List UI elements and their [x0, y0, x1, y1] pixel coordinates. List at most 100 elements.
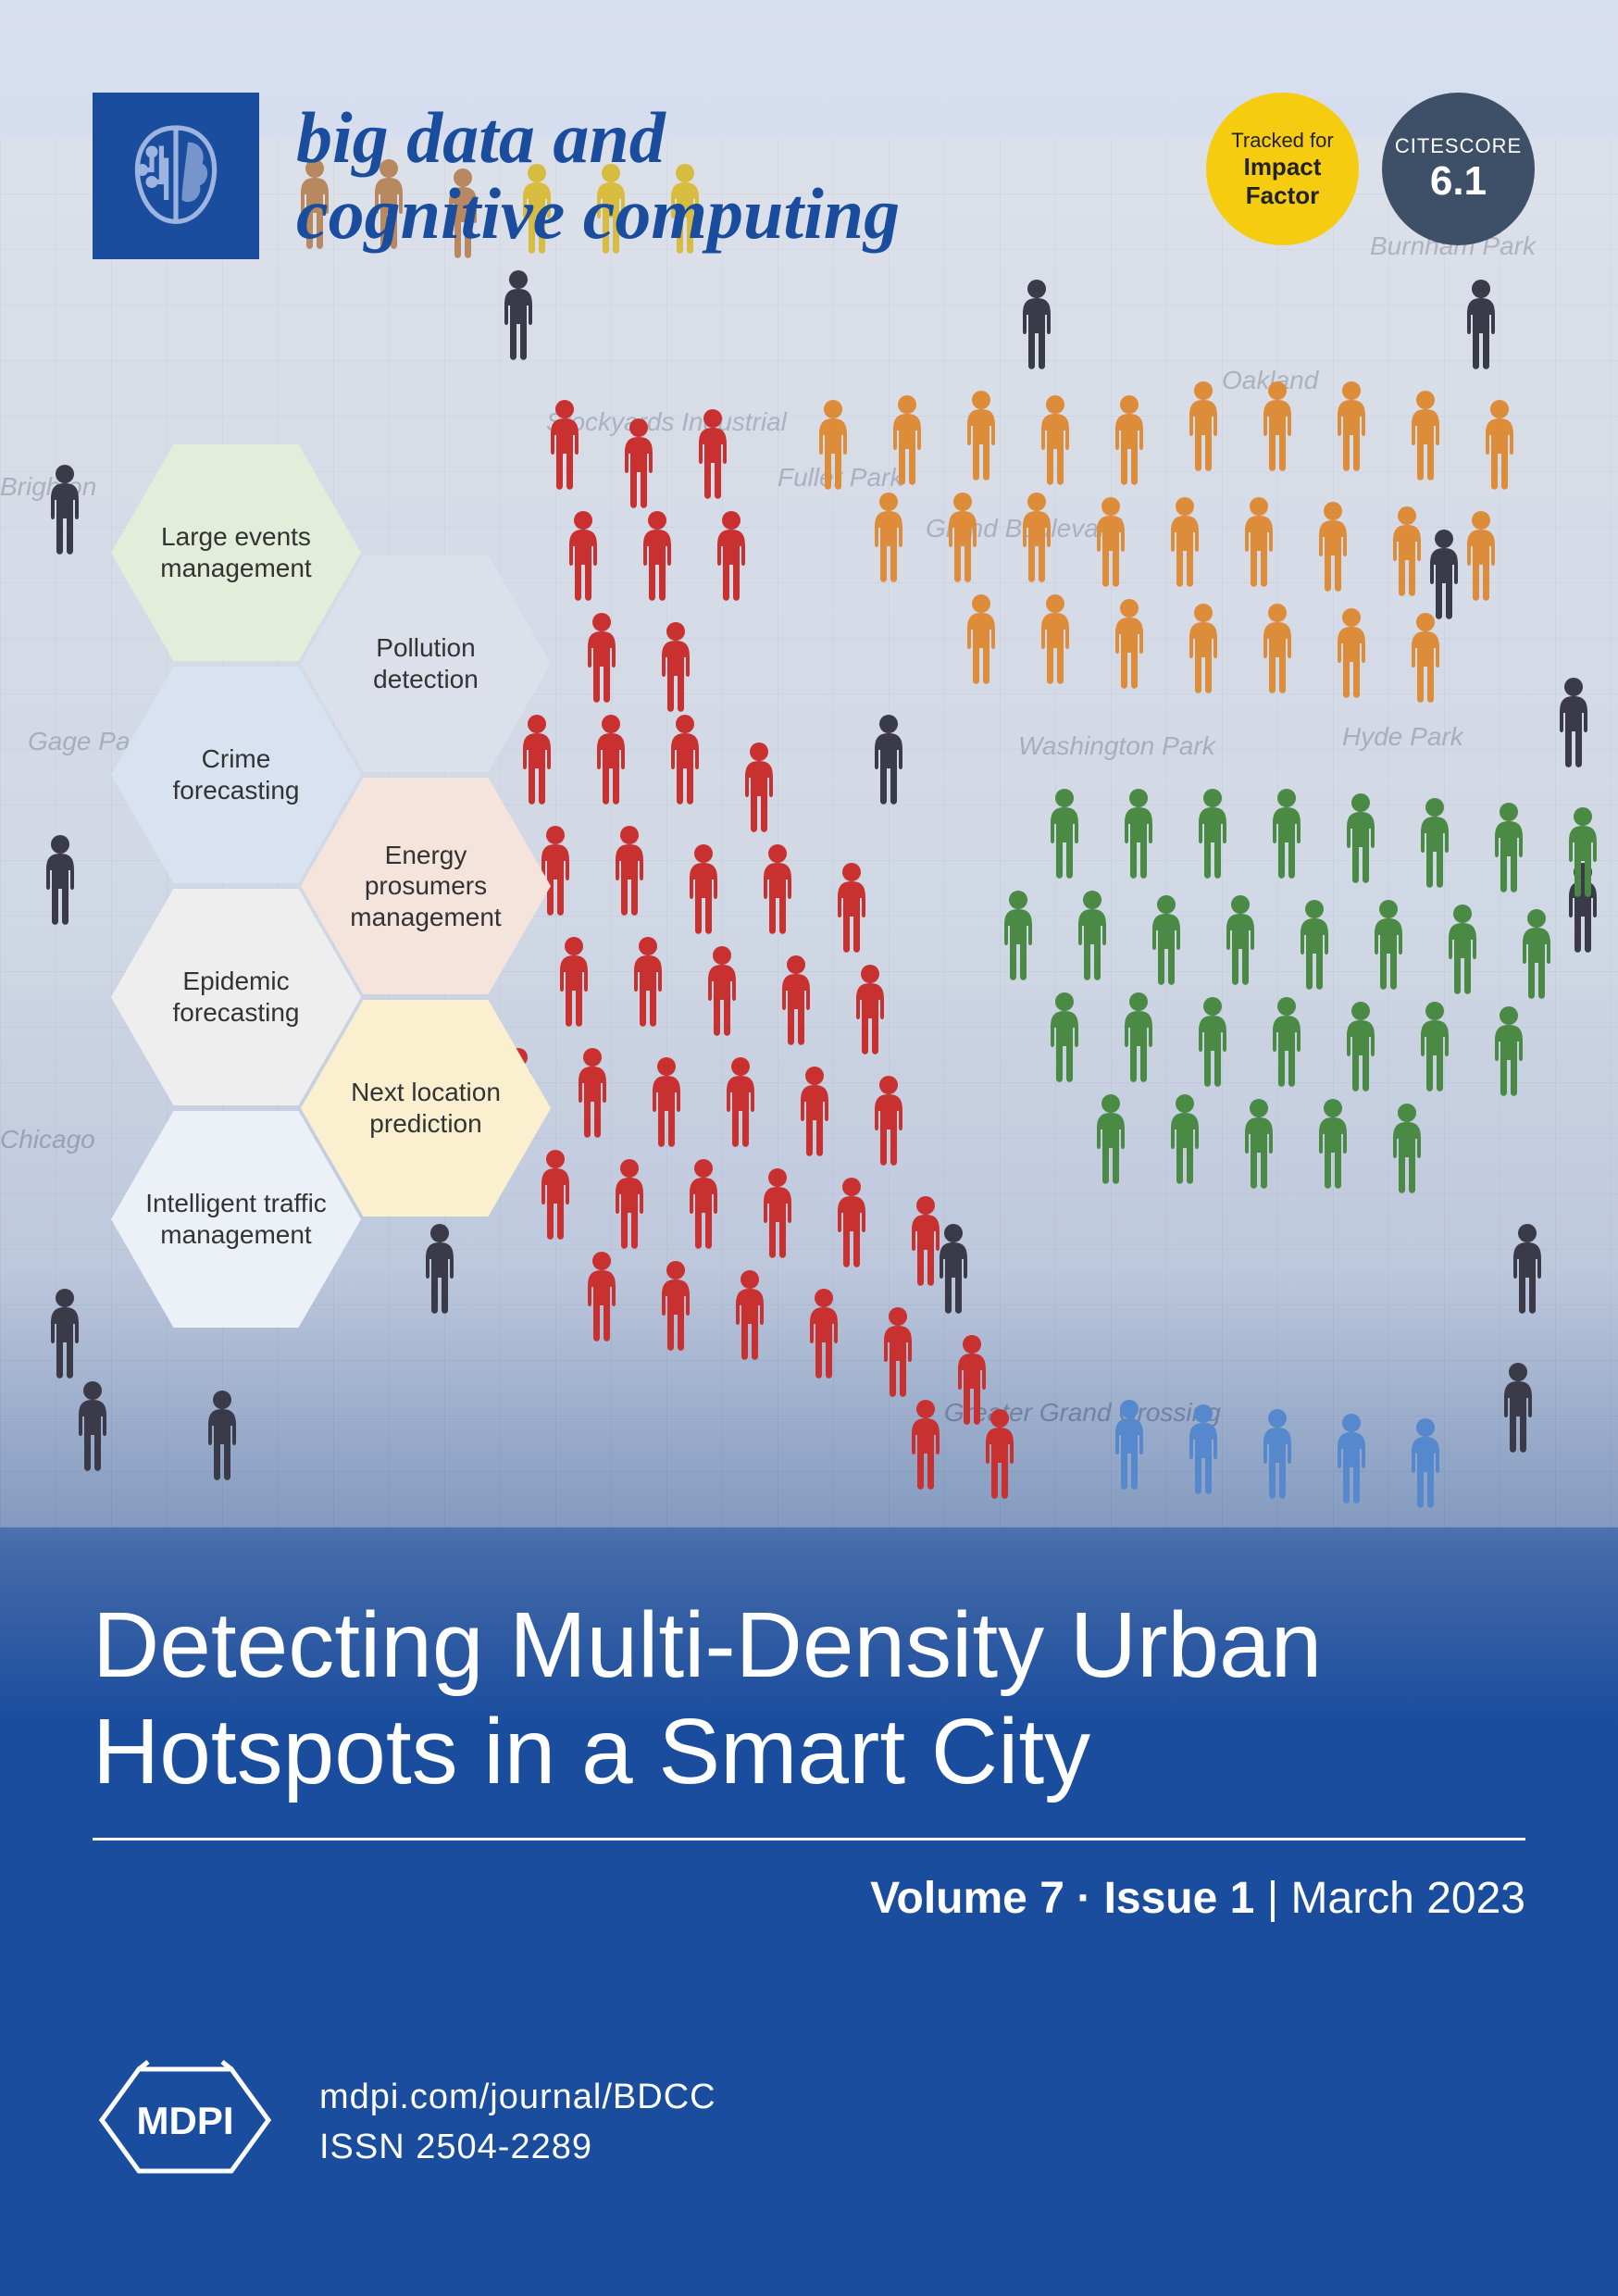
person-icon	[1365, 898, 1412, 991]
person-icon	[1263, 787, 1310, 880]
person-icon	[1032, 393, 1078, 486]
person-icon	[708, 509, 754, 602]
journal-title-line1: big data and	[296, 100, 900, 176]
person-icon	[1486, 1004, 1532, 1097]
person-icon	[958, 389, 1004, 481]
footer-text: mdpi.com/journal/BDCC ISSN 2504-2289	[319, 2073, 716, 2171]
person-icon	[1180, 602, 1226, 694]
person-icon	[754, 1167, 801, 1259]
journal-title-line2: cognitive computing	[296, 176, 900, 252]
person-icon	[1513, 907, 1560, 1000]
person-icon	[865, 1074, 912, 1167]
person-icon	[1263, 995, 1310, 1088]
person-icon	[606, 824, 653, 917]
person-icon	[1162, 1092, 1208, 1185]
person-icon	[1106, 393, 1152, 486]
person-icon	[1162, 495, 1208, 588]
person-icon	[1402, 1416, 1449, 1509]
person-icon	[1412, 796, 1458, 889]
person-icon	[884, 393, 930, 486]
person-icon	[1236, 495, 1282, 588]
person-icon	[1560, 805, 1606, 898]
person-icon	[1189, 995, 1236, 1088]
person-icon	[1458, 278, 1504, 370]
person-icon	[1338, 1000, 1384, 1092]
person-icon	[828, 1176, 875, 1268]
person-icon	[1115, 787, 1162, 880]
person-icon	[875, 1305, 921, 1398]
person-icon	[1504, 1222, 1550, 1315]
person-icon	[1402, 611, 1449, 704]
person-icon	[662, 713, 708, 805]
person-icon	[1254, 602, 1301, 694]
person-icon	[995, 889, 1041, 981]
person-icon	[1106, 597, 1152, 690]
person-icon	[1088, 495, 1134, 588]
person-icon	[1180, 1403, 1226, 1495]
person-icon	[847, 963, 893, 1055]
journal-header: big data and cognitive computing	[93, 93, 900, 259]
person-icon	[1458, 509, 1504, 602]
person-icon	[606, 1157, 653, 1250]
person-icon	[680, 842, 727, 935]
issue-info: Volume 7 · Issue 1 | March 2023	[93, 1873, 1525, 1924]
person-icon	[1328, 1412, 1375, 1504]
person-icon	[1189, 787, 1236, 880]
person-icon	[977, 1407, 1023, 1500]
person-icon	[736, 741, 782, 833]
person-icon	[1412, 1000, 1458, 1092]
article-title: Detecting Multi-Density Urban Hotspots i…	[93, 1592, 1525, 1841]
footer: MDPI mdpi.com/journal/BDCC ISSN 2504-228…	[93, 2060, 716, 2185]
person-icon	[717, 1055, 764, 1148]
impact-factor-badge: Tracked for Impact Factor	[1206, 93, 1359, 245]
brain-logo-icon	[93, 93, 259, 259]
person-icon	[1495, 1361, 1541, 1454]
person-icon	[1143, 893, 1189, 986]
person-icon	[634, 509, 680, 602]
person-icon	[1115, 991, 1162, 1083]
mdpi-logo-icon: MDPI	[93, 2060, 278, 2185]
journal-url: mdpi.com/journal/BDCC	[319, 2073, 716, 2122]
person-icon	[791, 1065, 838, 1157]
person-icon	[690, 407, 736, 500]
person-icon	[1041, 991, 1088, 1083]
person-icon	[1041, 787, 1088, 880]
person-icon	[1439, 903, 1486, 995]
person-icon	[865, 491, 912, 583]
person-icon	[495, 268, 541, 361]
person-icon	[1476, 398, 1523, 491]
person-icon	[1291, 898, 1338, 991]
person-icon	[1328, 606, 1375, 699]
journal-title: big data and cognitive computing	[296, 100, 900, 252]
person-icon	[1014, 278, 1060, 370]
person-icon	[1384, 1102, 1430, 1194]
person-icon	[625, 935, 671, 1028]
person-icon	[865, 713, 912, 805]
person-icon	[958, 593, 1004, 685]
person-icon	[1254, 380, 1301, 472]
person-icon	[1069, 889, 1115, 981]
person-icon	[902, 1398, 949, 1491]
person-icon	[810, 398, 856, 491]
person-icon	[680, 1157, 727, 1250]
person-icon	[1310, 500, 1356, 593]
person-icon	[940, 491, 986, 583]
person-icon	[902, 1194, 949, 1287]
publisher-name: MDPI	[137, 2099, 234, 2142]
person-icon	[1032, 593, 1078, 685]
person-icon	[1550, 676, 1597, 768]
person-icon	[801, 1287, 847, 1379]
citescore-badge: CITESCORE 6.1	[1382, 93, 1535, 245]
person-icon	[699, 944, 745, 1037]
person-icon	[727, 1268, 773, 1361]
badges-row: Tracked for Impact Factor CITESCORE 6.1	[1206, 93, 1535, 245]
person-icon	[1310, 1097, 1356, 1190]
journal-issn: ISSN 2504-2289	[319, 2123, 716, 2172]
person-icon	[1106, 1398, 1152, 1491]
person-icon	[1180, 380, 1226, 472]
person-icon	[616, 417, 662, 509]
person-icon	[643, 1055, 690, 1148]
person-icon	[653, 620, 699, 713]
person-icon	[1088, 1092, 1134, 1185]
person-icon	[754, 842, 801, 935]
